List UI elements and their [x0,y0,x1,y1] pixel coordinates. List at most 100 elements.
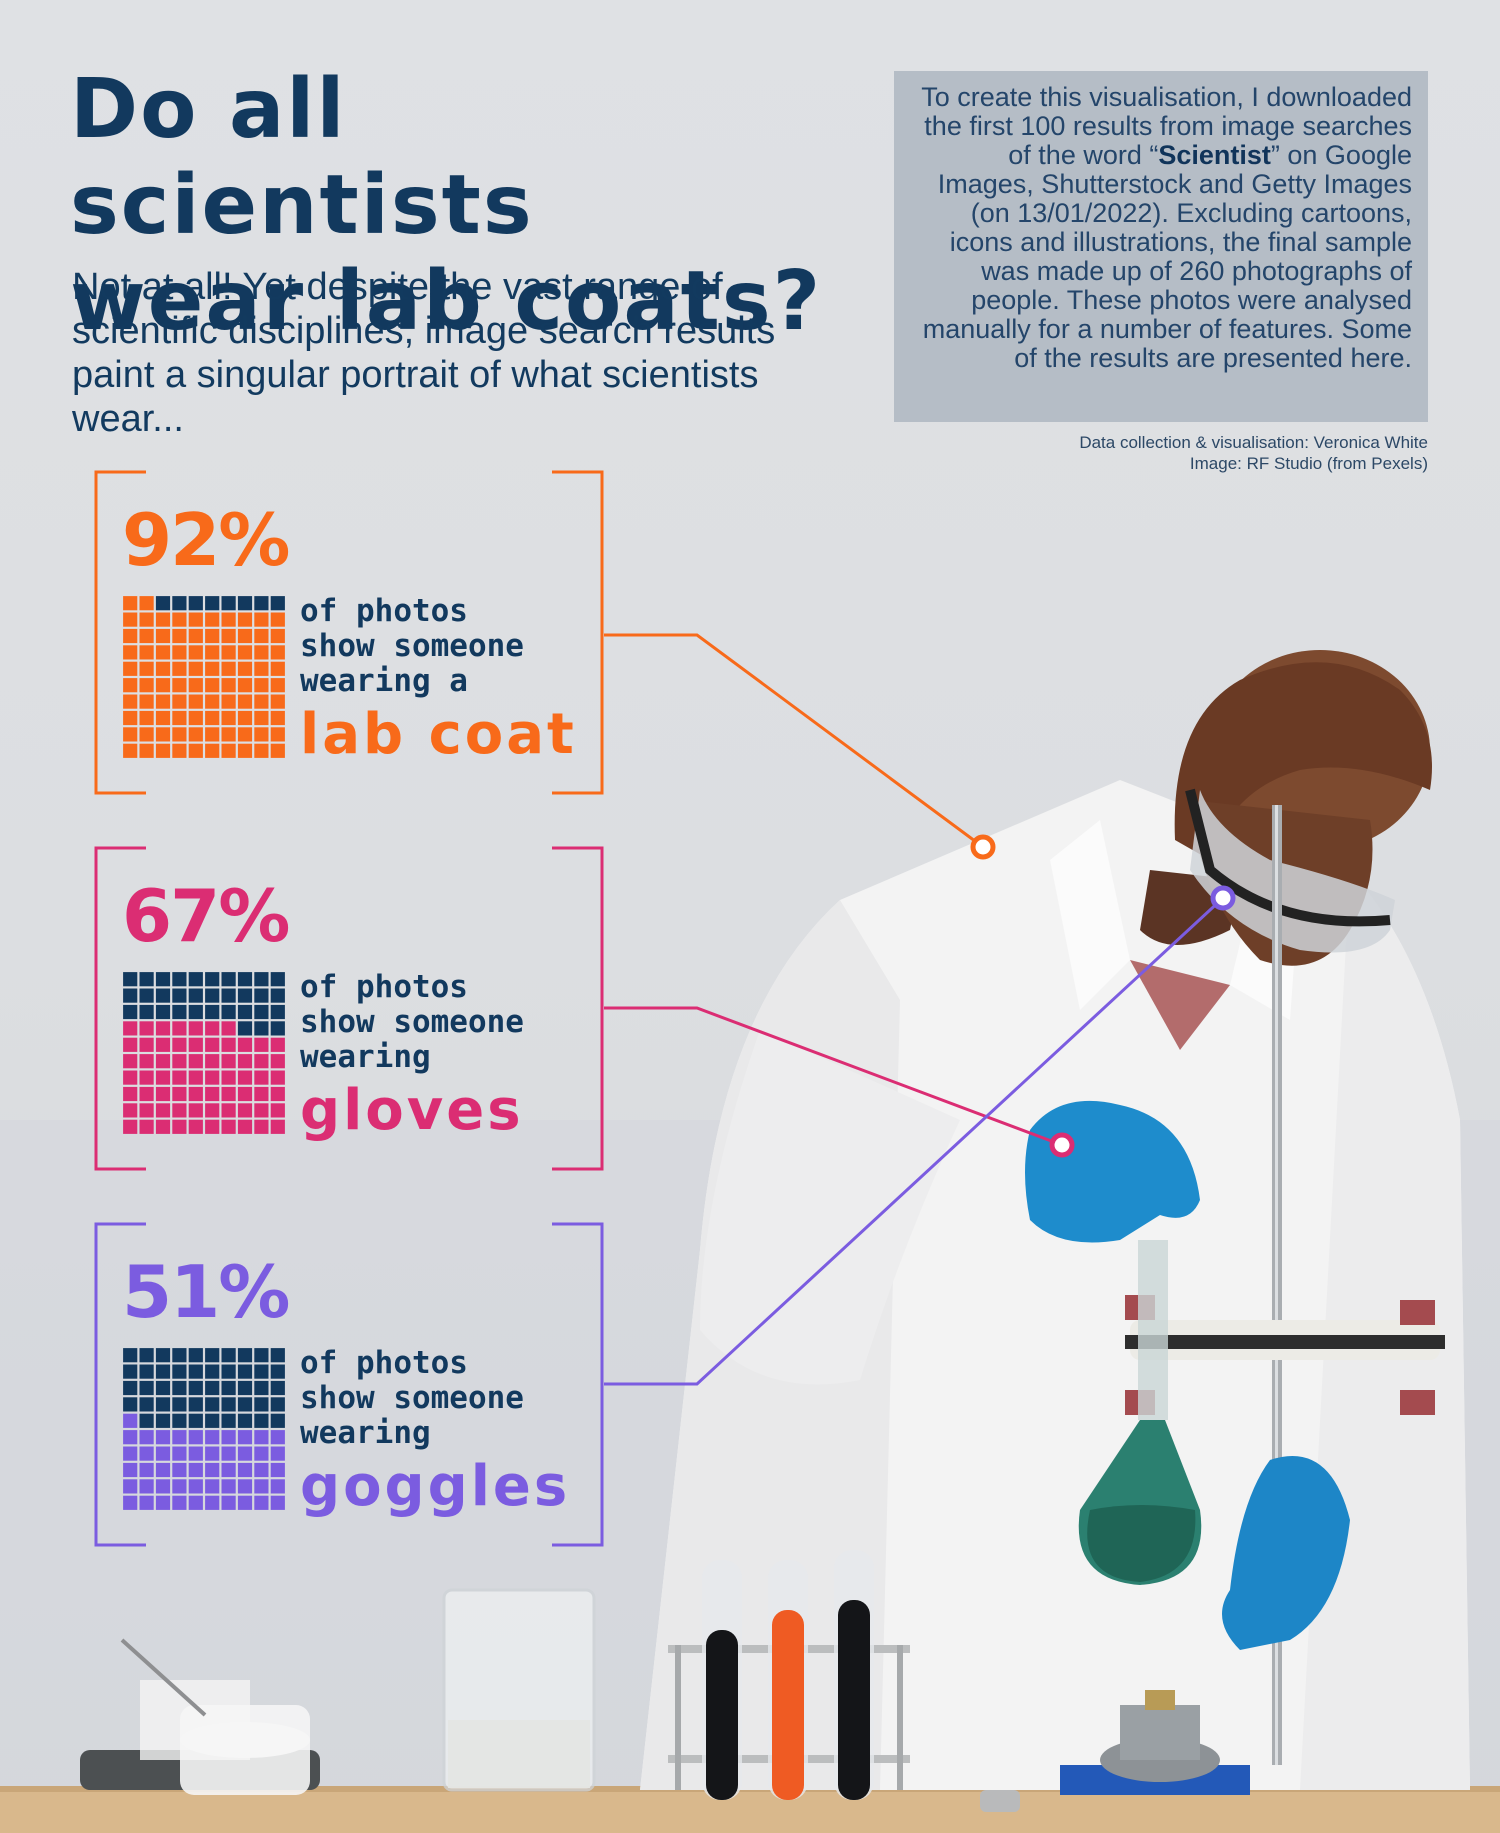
waffle-cell-filled [155,1086,171,1102]
waffle-cell-filled [188,1462,203,1478]
waffle-cell-filled [205,645,220,660]
waffle-cell-filled [139,1086,154,1102]
waffle-cell-filled [237,1430,253,1445]
waffle-cell-empty [188,1348,203,1363]
item-label: goggles [300,1454,571,1519]
waffle-cell-filled [155,1479,171,1494]
waffle-cell-empty [254,972,269,987]
waffle-cell-filled [237,1086,253,1102]
waffle-cell-filled [139,1021,154,1036]
waffle-cell-empty [188,1004,203,1020]
waffle-cell-empty [172,1413,187,1428]
waffle-cell-filled [205,727,220,742]
waffle-cell-filled [221,645,236,660]
waffle-cell-filled [123,1119,138,1134]
waffle-cell-empty [172,1004,187,1020]
waffle-cell-empty [172,988,187,1003]
waffle-cell-empty [123,1348,138,1363]
methodology-text-before: To create this visualisation, I download… [921,82,1412,170]
waffle-cell-empty [237,1413,253,1428]
waffle-cell-filled [188,727,203,742]
credit-data: Data collection & visualisation: Veronic… [1079,433,1428,452]
panel-gloves: 67% of photos show someone wearing glove… [94,846,604,1171]
waffle-cell-filled [172,661,187,676]
waffle-cell-filled [188,1070,203,1085]
waffle-cell-filled [188,1103,203,1118]
waffle-cell-empty [139,1004,154,1020]
bracket-left [94,846,146,1171]
waffle-cell-empty [155,988,171,1003]
waffle-cell-filled [221,1054,236,1069]
waffle-cell-filled [123,1462,138,1478]
waffle-cell-empty [254,1380,269,1396]
waffle-cell-filled [172,710,187,726]
methodology-keyword: Scientist [1158,140,1271,170]
waffle-cell-filled [155,1037,171,1052]
waffle-cell-filled [221,612,236,627]
waffle-cell-filled [172,1430,187,1445]
waffle-cell-empty [237,1364,253,1379]
waffle-cell-filled [205,661,220,676]
waffle-cell-filled [270,628,285,644]
waffle-cell-filled [205,1037,220,1052]
waffle-cell-filled [155,1119,171,1134]
waffle-cell-filled [123,1495,138,1510]
waffle-cell-filled [139,1119,154,1134]
waffle-cell-filled [254,727,269,742]
waffle-cell-filled [205,743,220,758]
waffle-cell-filled [172,743,187,758]
waffle-cell-empty [270,596,285,611]
waffle-cell-empty [221,972,236,987]
waffle-cell-filled [188,743,203,758]
waffle-cell-filled [221,1103,236,1118]
waffle-cell-filled [155,1021,171,1036]
waffle-cell-filled [188,1479,203,1494]
description-label: of photos show someone wearing a [300,593,524,699]
waffle-cell-filled [123,1479,138,1494]
waffle-cell-filled [270,694,285,709]
waffle-cell-empty [254,596,269,611]
waffle-cell-empty [172,1348,187,1363]
waffle-cell-filled [123,743,138,758]
waffle-cell-filled [270,661,285,676]
waffle-cell-filled [188,645,203,660]
waffle-cell-empty [123,1397,138,1412]
waffle-cell-empty [123,1380,138,1396]
waffle-cell-filled [188,710,203,726]
waffle-cell-filled [254,645,269,660]
waffle-cell-filled [205,1021,220,1036]
waffle-cell-filled [221,1070,236,1085]
waffle-cell-filled [155,1070,171,1085]
waffle-cell-filled [172,1021,187,1036]
waffle-cell-empty [270,1397,285,1412]
waffle-cell-empty [155,1380,171,1396]
waffle-cell-filled [155,710,171,726]
waffle-cell-filled [254,1103,269,1118]
page-title: Do all scientists wear lab coats? [70,62,823,349]
waffle-cell-filled [139,596,154,611]
waffle-cell-filled [139,727,154,742]
waffle-cell-empty [205,1380,220,1396]
waffle-cell-filled [270,1462,285,1478]
waffle-cell-filled [188,1054,203,1069]
waffle-cell-filled [205,678,220,693]
waffle-cell-filled [270,710,285,726]
bracket-left [94,1222,146,1547]
page-subtitle: Not at all! Yet despite the vast range o… [72,266,776,440]
waffle-cell-filled [221,628,236,644]
waffle-cell-filled [123,1054,138,1069]
waffle-cell-filled [237,1446,253,1461]
waffle-cell-empty [221,1413,236,1428]
waffle-cell-filled [270,1479,285,1494]
waffle-cell-filled [221,1037,236,1052]
waffle-cell-empty [123,972,138,987]
waffle-cell-filled [172,1037,187,1052]
waffle-cell-filled [254,1446,269,1461]
waffle-cell-filled [188,612,203,627]
waffle-cell-filled [139,694,154,709]
waffle-cell-empty [139,1364,154,1379]
methodology-text-after: ” on Google Images, Shutterstock and Get… [922,140,1412,373]
waffle-cell-filled [139,1446,154,1461]
waffle-cell-filled [172,1119,187,1134]
waffle-cell-filled [237,710,253,726]
